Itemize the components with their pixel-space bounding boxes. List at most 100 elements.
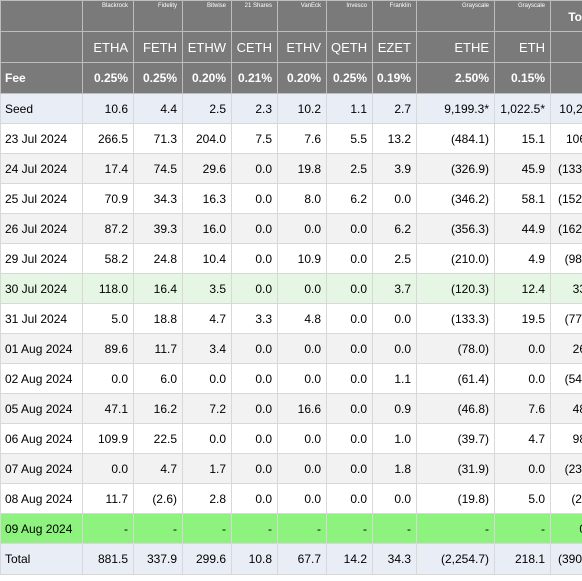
table-row: 09 Aug 2024---------0.0 (0, 513, 582, 544)
ticker-total-cell (550, 31, 582, 63)
row-total-cell: (2.9) (550, 483, 582, 514)
row-label: 05 Aug 2024 (0, 393, 83, 424)
fee-value: 0.20% (182, 62, 232, 94)
flow-cell: 39.3 (133, 213, 183, 244)
flow-cell: 0.0 (494, 333, 551, 364)
fee-label: Fee (0, 62, 83, 94)
flow-cell: 266.5 (82, 123, 134, 154)
flow-cell: 2.5 (372, 243, 417, 274)
table-row: 30 Jul 2024 118.0 16.4 3.5 0.0 0.0 0.0 3.7 (120.… (0, 273, 582, 304)
flow-cell: 0.0 (82, 453, 134, 484)
row-total-cell: 0.0 (550, 513, 582, 544)
flow-cell: 0.0 (231, 333, 278, 364)
issuer-name: 21 Shares (231, 0, 278, 32)
row-total-cell: (77.2) (550, 303, 582, 334)
ticker: ETHW (182, 31, 232, 63)
issuer-name: Franklin (372, 0, 417, 32)
flow-cell: 0.0 (231, 393, 278, 424)
row-label: 31 Jul 2024 (0, 303, 83, 334)
issuer-header-row: Blackrock Fidelity Bitwise 21 Shares Van… (0, 0, 582, 32)
ticker: ETH (494, 31, 551, 63)
flow-cell: 0.0 (82, 363, 134, 394)
flow-cell: 7.6 (277, 123, 327, 154)
flow-cell: 2.3 (231, 93, 278, 124)
ticker-header-row: ETHA FETH ETHW CETH ETHV QETH EZET ETHE … (0, 31, 582, 63)
flow-cell: 0.0 (231, 483, 278, 514)
flow-cell: 29.6 (182, 153, 232, 184)
flow-cell: 0.0 (231, 423, 278, 454)
flow-cell: (326.9) (416, 153, 495, 184)
flow-cell: 24.8 (133, 243, 183, 274)
row-total-cell: 33.7 (550, 273, 582, 304)
flow-cell: 11.7 (82, 483, 134, 514)
ticker: ETHE (416, 31, 495, 63)
row-label: 24 Jul 2024 (0, 153, 83, 184)
seed-row: Seed 10.6 4.4 2.5 2.3 10.2 1.1 2.7 9,199.3* 1,022… (0, 93, 582, 124)
flow-cell: 12.4 (494, 273, 551, 304)
flow-cell: 10.8 (231, 543, 278, 575)
flow-cell: 16.2 (133, 393, 183, 424)
flow-cell: 0.0 (231, 453, 278, 484)
flow-cell: 89.6 (82, 333, 134, 364)
flow-cell: 1.1 (372, 363, 417, 394)
flow-cell: 47.1 (82, 393, 134, 424)
ticker: ETHA (82, 31, 134, 63)
flow-cell: 0.0 (326, 213, 373, 244)
flow-cell: 0.0 (277, 363, 327, 394)
flow-cell: 0.0 (326, 303, 373, 334)
flow-cell: 3.7 (372, 273, 417, 304)
row-total-cell: (23.7) (550, 453, 582, 484)
flow-cell: (19.8) (416, 483, 495, 514)
table-row: 24 Jul 2024 17.4 74.5 29.6 0.0 19.8 2.5 3.9 (326… (0, 153, 582, 184)
flow-cell: 0.0 (326, 453, 373, 484)
flow-cell: 6.2 (326, 183, 373, 214)
flow-cell: 44.9 (494, 213, 551, 244)
row-label: 01 Aug 2024 (0, 333, 83, 364)
row-total-cell: 48.8 (550, 393, 582, 424)
flow-cell: 0.0 (182, 423, 232, 454)
table-row: 08 Aug 2024 11.7 (2.6) 2.8 0.0 0.0 0.0 0.0 (19.8… (0, 483, 582, 514)
flow-cell: 1.1 (326, 93, 373, 124)
flow-cell: 204.0 (182, 123, 232, 154)
flow-cell: 10.9 (277, 243, 327, 274)
flow-cell: 7.6 (494, 393, 551, 424)
total-header: Total (550, 0, 582, 32)
flow-cell: (78.0) (416, 333, 495, 364)
flow-cell: 3.3 (231, 303, 278, 334)
flow-cell: 8.0 (277, 183, 327, 214)
row-label: 02 Aug 2024 (0, 363, 83, 394)
issuer-name: Blackrock (82, 0, 134, 32)
flow-cell: 0.0 (494, 453, 551, 484)
total-row: Total 881.5 337.9 299.6 10.8 67.7 14.2 34.3 (2,2… (0, 543, 582, 575)
flow-cell: (120.3) (416, 273, 495, 304)
flow-cell: 1.7 (182, 453, 232, 484)
flow-cell: 4.4 (133, 93, 183, 124)
row-total-cell: (98.3) (550, 243, 582, 274)
row-label: 29 Jul 2024 (0, 243, 83, 274)
fee-value: 0.15% (494, 62, 551, 94)
flow-cell: 2.8 (182, 483, 232, 514)
row-label: 07 Aug 2024 (0, 453, 83, 484)
issuer-name: Fidelity (133, 0, 183, 32)
flow-cell: - (277, 513, 327, 544)
flow-cell: 0.0 (277, 213, 327, 244)
flow-cell: 16.6 (277, 393, 327, 424)
row-total-cell: 98.4 (550, 423, 582, 454)
flow-cell: 0.0 (277, 453, 327, 484)
flow-cell: 3.5 (182, 273, 232, 304)
flow-cell: 5.5 (326, 123, 373, 154)
flow-cell: 6.0 (133, 363, 183, 394)
flow-cell: (61.4) (416, 363, 495, 394)
flow-cell: 74.5 (133, 153, 183, 184)
flow-cell: 0.0 (494, 363, 551, 394)
row-label: Seed (0, 93, 83, 124)
flow-cell: 0.0 (326, 423, 373, 454)
flow-cell: 1,022.5* (494, 93, 551, 124)
flow-cell: 3.9 (372, 153, 417, 184)
table-row: 31 Jul 2024 5.0 18.8 4.7 3.3 4.8 0.0 0.0 (133.3)… (0, 303, 582, 334)
flow-cell: 15.1 (494, 123, 551, 154)
row-total-cell: (54.3) (550, 363, 582, 394)
flow-cell: 0.0 (372, 183, 417, 214)
ticker: EZET (372, 31, 417, 63)
flow-cell: 5.0 (494, 483, 551, 514)
